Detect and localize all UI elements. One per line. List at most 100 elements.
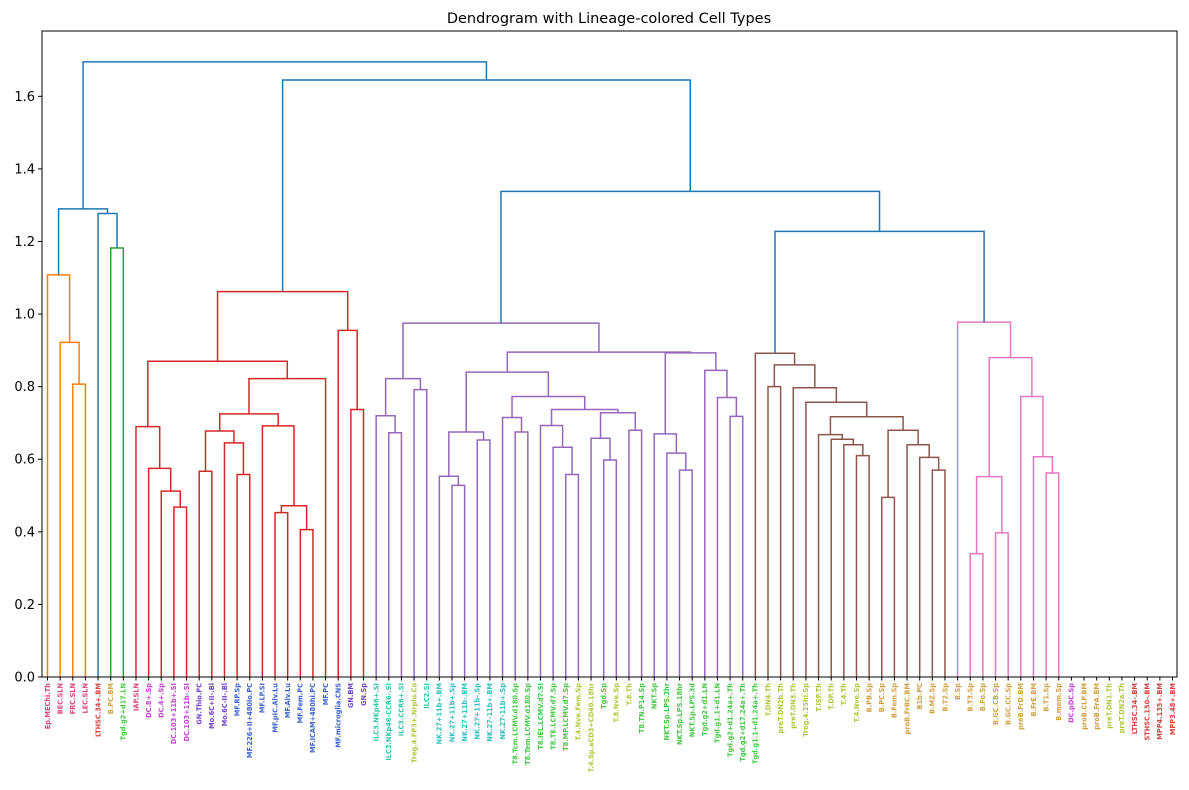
dendrogram-link-15 [299,528,314,677]
leaf-label: LTHSC.34-.BM [1131,683,1139,734]
dendrogram-link-34 [565,473,580,677]
dendrogram-link-25 [375,414,396,677]
leaf-label: DC.103+11b+.SI [170,683,178,744]
y-tick-label: 1.4 [14,162,35,177]
leaf-label: IAP.SLN [132,683,140,711]
dendrogram-links [46,61,1060,677]
leaf-label: preT.DN1.Th [1106,683,1114,729]
leaf-label: DC.8+.Sp [145,683,153,718]
dendrogram-link-48 [716,396,738,677]
leaf-label: GN.Sp [360,683,368,706]
leaf-label: T8.Tcm.LCMV.d180.Sp [511,683,519,765]
y-tick-label: 0.4 [14,525,35,540]
leaf-label: GN.BM [347,683,355,708]
leaf-label: NKT.Sp.LPS.3d [688,683,696,737]
leaf-label: Treg.4.FP3+.Nrplo.Co [410,683,418,763]
leaf-label: MF.226+II+480lo.PC [246,683,254,758]
leaf-label: T8.Tem.LCMV.d180.Sp [524,683,532,765]
leaf-label: T.4.Th [840,683,848,706]
leaf-label: B.T2.Sp [941,683,949,712]
dendrogram-link-3 [109,247,125,677]
leaf-label: preT.DN2b.Th [777,683,785,734]
leaf-label: Tgd.g2+d17.LN [120,683,128,740]
leaf-label: B.GC.CC.Sp [1004,683,1012,725]
leaf-label: T8.TE.LCMV.d7.Sp [549,683,557,750]
leaf-label: B.Sp [954,683,962,700]
leaf-label: T8.IEL.LCMV.d7.SI [537,683,545,750]
leaf-label: LTHSC.34+.BM [94,683,102,737]
plot-frame [41,30,1178,678]
leaf-label: preT.DN3.Th [790,683,798,729]
leaf-label: ILC3.NKp46-CCR6-.SI [385,683,393,761]
leaf-label: T8.TN.P14.Sp [638,683,646,733]
chart-title: Dendrogram with Lineage-colored Cell Typ… [447,11,771,27]
leaf-label: NK.27-11b+.Sp [499,683,507,740]
leaf-label: NK.27+11b-.Sp [474,683,482,740]
dendrogram-link-76 [774,230,985,354]
dendrogram-link-23 [216,290,349,362]
leaf-label: Tgd.g2+d1.LN [701,683,709,736]
dendrogram-link-52 [402,322,600,379]
dendrogram-link-66 [773,364,816,388]
leaf-label: Tgd.g2+d1.24a+.Th [726,683,734,757]
leaf-label: T.DP.Th [828,683,836,710]
leaf-label: B.Fo.Sp [979,683,987,712]
leaf-label: MF.RP.Sp [233,683,241,717]
leaf-label: B.PC.BM [107,683,115,714]
dendrogram-link-27 [384,377,422,416]
dendrogram-link-41 [550,408,619,426]
y-tick-label: 0.0 [14,671,35,686]
dendrogram-link-45 [666,452,687,677]
dendrogram-link-1 [59,341,80,677]
leaf-label: LEC.SLN [82,683,90,714]
x-axis: Ep.MEChi.Th BEC.SLN FRC.SLN LEC.SLN LTHSC.34… [44,677,1177,772]
leaf-label: MF.microglia.CNS [335,683,343,748]
y-axis: 0.0 0.2 0.4 0.6 0.8 1.0 1.2 1.4 1.6 [14,90,42,686]
leaf-label: Mo.6C+II-.Bl [208,683,216,729]
leaf-label: preB.FrD.BM [1017,683,1025,730]
leaf-label: BEC.SLN [56,683,64,714]
leaf-label: DC.4+.Sp [158,683,166,718]
leaf-label: Tgd.Sp [600,683,608,709]
leaf-label: MF.Fem.PC [297,683,305,724]
leaf-label: B.FrE.BM [1030,683,1038,716]
leaf-label: GN.Thio.PC [195,683,203,725]
leaf-label: preT.DN2a.Th [1118,683,1126,733]
dendrogram-link-14 [274,511,289,677]
y-tick-label: 1.6 [14,90,35,105]
dendrogram-link-65 [792,387,838,677]
leaf-label: Mo.6C-II-.Bl [221,683,229,726]
leaf-label: NK.27+11b+.Sp [448,683,456,743]
leaf-label: NK.27-11b+.BM [486,683,494,742]
dendrogram-link-38 [590,437,611,677]
leaf-label: NKT.Sp.LPS.3hr [663,682,671,740]
leaf-label: ILC3.NKp46+.SI [372,683,380,741]
y-tick-label: 1.2 [14,235,35,250]
dendrogram-link-46 [653,433,678,677]
leaf-label: B.T3.Sp [967,683,975,712]
leaf-label: DC.103+11b-.SI [183,683,191,741]
leaf-label: NKT.Sp [651,683,659,709]
dendrogram-link-29 [438,475,460,677]
dendrogram-link-73 [1020,395,1044,677]
leaf-label: NK.27+11b+.BM [436,683,444,744]
dendrogram-link-54 [855,454,870,677]
dendrogram-link-75 [956,321,1012,677]
leaf-label: T.DN4.Th [764,683,772,717]
dendrogram-link-19 [248,377,327,677]
leaf-label: Ep.MEChi.Th [44,683,52,730]
dendrogram-link-11 [236,473,251,677]
leaf-label: MF.LP.SI [259,683,267,713]
leaf-label: T.8.Th [625,683,633,706]
leaf-label: proB.CLP.BM [1080,683,1088,730]
leaf-label: ILC2.SI [423,683,431,709]
dendrogram-link-35 [552,446,573,677]
dendrogram-link-24 [388,432,403,677]
dendrogram-link-57 [817,433,844,677]
leaf-label: T.8.Nve.Sp [613,683,621,723]
dendrogram-link-12 [223,442,245,677]
leaf-label: B.GC.CB.Sp [992,683,1000,725]
leaf-label: Tgd.g2+d17.24a+.Th [739,683,747,762]
leaf-label: B.T1.Sp [1042,683,1050,712]
